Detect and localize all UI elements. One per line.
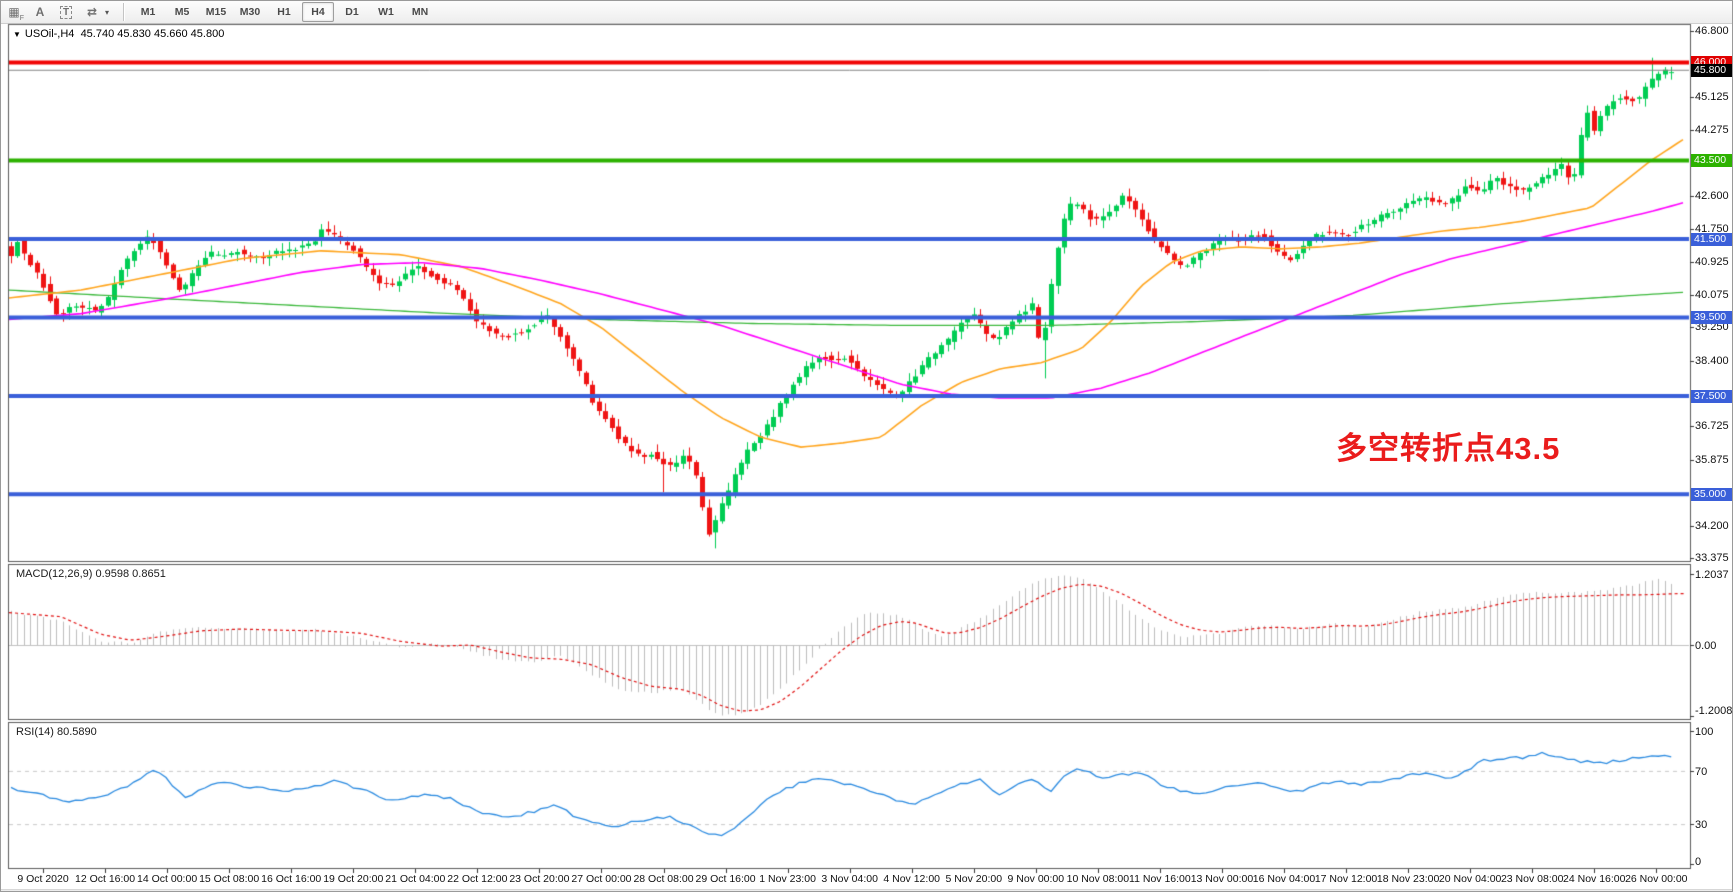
price-level-badge: 35.000 <box>1691 487 1732 501</box>
time-tick-label: 22 Oct 12:00 <box>447 873 508 885</box>
time-tick-label: 9 Nov 00:00 <box>1007 873 1065 885</box>
time-tick-label: 13 Nov 00:00 <box>1190 873 1254 885</box>
collapse-triangle-icon[interactable]: ▼ <box>13 30 21 39</box>
time-tick-label: 17 Nov 12:00 <box>1314 873 1378 885</box>
time-tick-label: 23 Nov 08:00 <box>1500 873 1564 885</box>
time-tick-label: 3 Nov 04:00 <box>821 873 878 885</box>
time-tick-label: 16 Oct 16:00 <box>261 873 322 885</box>
time-tick-label: 14 Oct 00:00 <box>137 873 198 885</box>
price-tick-label: 36.725 <box>1695 420 1729 433</box>
price-tick-label: 38.400 <box>1695 354 1729 367</box>
time-tick-label: 15 Oct 08:00 <box>199 873 260 885</box>
price-level-badge: 43.500 <box>1691 154 1732 168</box>
time-tick-label: 11 Nov 16:00 <box>1129 873 1191 885</box>
time-tick-label: 27 Oct 00:00 <box>571 873 632 885</box>
price-tick-label: 33.375 <box>1695 551 1729 564</box>
time-tick-label: 21 Oct 04:00 <box>385 873 446 885</box>
rsi-indicator-label: RSI(14) 80.5890 <box>16 726 97 738</box>
macd-tick-label: -1.2008 <box>1695 705 1733 717</box>
window-bottom-edge <box>1 889 1732 891</box>
price-tick-label: 42.600 <box>1695 189 1729 202</box>
time-tick-label: 19 Oct 20:00 <box>323 873 384 885</box>
price-tick-label: 44.275 <box>1695 124 1729 137</box>
price-level-badge: 39.500 <box>1691 311 1732 325</box>
price-level-badge: 45.800 <box>1691 63 1732 77</box>
rsi-tick-label: 70 <box>1695 765 1708 778</box>
time-tick-label: 20 Nov 04:00 <box>1438 873 1502 885</box>
price-tick-label: 40.075 <box>1695 288 1729 301</box>
price-tick-label: 34.200 <box>1695 519 1729 532</box>
price-tick-label: 41.750 <box>1695 223 1729 236</box>
time-tick-label: 18 Nov 23:00 <box>1376 873 1440 885</box>
time-tick-label: 4 Nov 12:00 <box>883 873 940 885</box>
price-level-badge: 37.500 <box>1691 389 1732 403</box>
price-tick-label: 39.250 <box>1695 321 1729 334</box>
macd-indicator-label: MACD(12,26,9) 0.9598 0.8651 <box>16 568 166 580</box>
price-tick-label: 35.875 <box>1695 453 1729 466</box>
time-tick-label: 1 Nov 23:00 <box>759 873 816 885</box>
price-tick-label: 40.925 <box>1695 255 1729 268</box>
time-tick-label: 24 Nov 16:00 <box>1563 873 1626 885</box>
price-level-badge: 41.500 <box>1691 232 1732 246</box>
ohlc-values: 45.740 45.830 45.660 45.800 <box>80 28 225 40</box>
time-tick-label: 29 Oct 16:00 <box>695 873 756 885</box>
chart-text-annotation[interactable]: 多空转折点43.5 <box>1336 431 1561 466</box>
time-tick-label: 9 Oct 2020 <box>17 873 69 885</box>
time-tick-label: 23 Oct 20:00 <box>509 873 570 885</box>
rsi-tick-label: 0 <box>1695 856 1702 868</box>
price-tick-label: 45.125 <box>1695 90 1729 103</box>
time-tick-label: 10 Nov 08:00 <box>1066 873 1130 885</box>
symbol-period-label: USOil-,H4 <box>24 28 75 40</box>
macd-tick-label: 0.00 <box>1695 640 1717 652</box>
chart-title: ▼ USOil-,H4 45.740 45.830 45.660 45.800 <box>13 28 224 40</box>
rsi-tick-label: 30 <box>1695 819 1708 832</box>
time-tick-label: 5 Nov 20:00 <box>945 873 1003 885</box>
price-tick-label: 46.800 <box>1695 25 1729 37</box>
time-tick-label: 26 Nov 00:00 <box>1625 873 1688 885</box>
rsi-tick-label: 100 <box>1695 726 1714 738</box>
time-tick-label: 12 Oct 16:00 <box>74 873 136 885</box>
time-tick-label: 28 Oct 08:00 <box>633 873 694 885</box>
macd-tick-label: 1.2037 <box>1695 568 1729 581</box>
time-tick-label: 16 Nov 04:00 <box>1252 873 1316 885</box>
